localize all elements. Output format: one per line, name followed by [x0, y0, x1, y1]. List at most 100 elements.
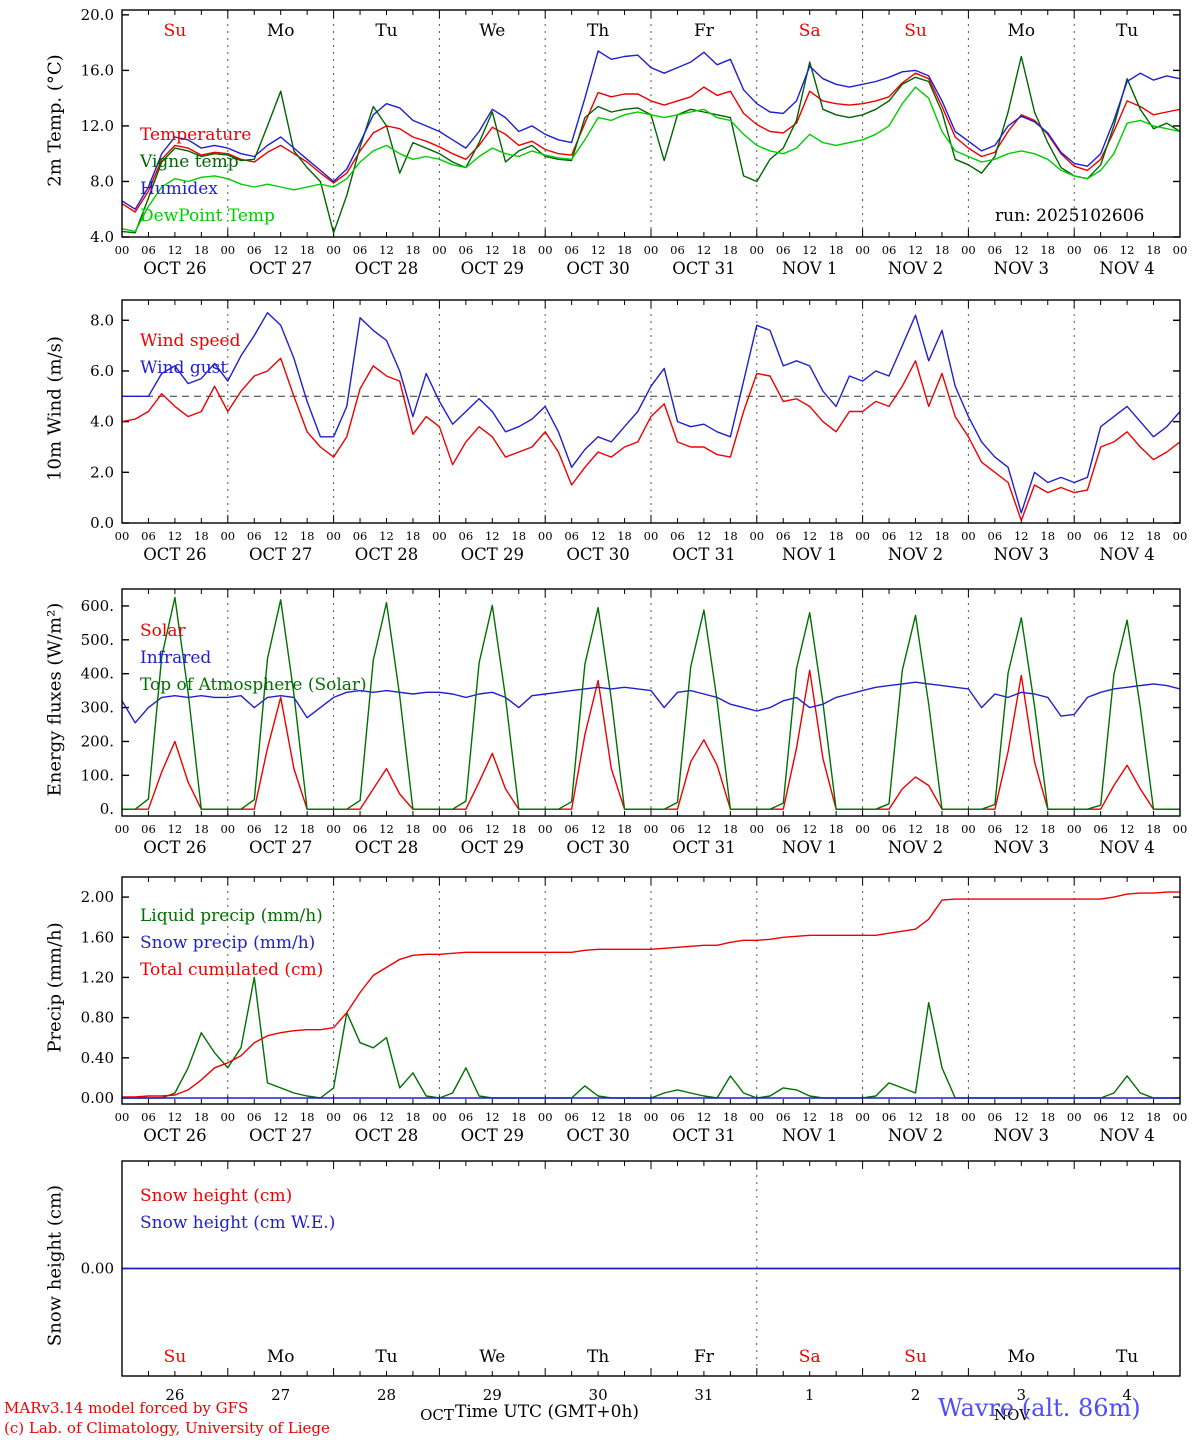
day-label: OCT 27 [249, 259, 312, 278]
y-tick-label: 6.0 [90, 362, 114, 380]
y-tick-label: 4.0 [90, 413, 114, 431]
hour-tick-label: 06 [1093, 243, 1108, 257]
hour-tick-label: 00 [855, 529, 870, 543]
hour-tick-label: 18 [723, 243, 738, 257]
hour-tick-label: 12 [485, 1110, 500, 1124]
hour-tick-label: 06 [776, 529, 791, 543]
hour-tick-label: 06 [459, 1110, 474, 1124]
legend-total-cumulated: Total cumulated (cm) [140, 960, 324, 980]
time-axis-caption: Time UTC (GMT+0h) [455, 1402, 640, 1422]
hour-tick-label: 18 [511, 243, 526, 257]
day-label: NOV 1 [782, 1126, 837, 1145]
hour-tick-label: 06 [988, 243, 1003, 257]
hour-tick-label: 12 [379, 529, 394, 543]
hour-tick-label: 12 [273, 529, 288, 543]
weekday-label: Mo [267, 21, 295, 41]
hour-tick-label: 12 [168, 1110, 183, 1124]
day-label: NOV 4 [1099, 1126, 1154, 1145]
hour-tick-label: 00 [115, 1110, 130, 1124]
hour-tick-label: 00 [1173, 529, 1188, 543]
weekday-label: Sa [799, 21, 821, 41]
hour-tick-label: 06 [776, 822, 791, 836]
hour-tick-label: 00 [432, 822, 447, 836]
day-label: OCT 28 [355, 545, 418, 564]
hour-tick-label: 00 [644, 822, 659, 836]
y-tick-label: 400. [81, 665, 114, 683]
hour-tick-label: 06 [670, 529, 685, 543]
hour-tick-label: 18 [935, 1110, 950, 1124]
date-label: 3 [1017, 1386, 1027, 1404]
weekday-label: Su [904, 21, 927, 41]
hour-tick-label: 06 [564, 1110, 579, 1124]
weekday-label: Sa [799, 1347, 821, 1367]
day-label: NOV 1 [782, 259, 837, 278]
day-label: OCT 29 [461, 1126, 524, 1145]
hour-tick-label: 00 [961, 529, 976, 543]
hour-tick-label: 12 [1014, 1110, 1029, 1124]
hour-tick-label: 12 [908, 822, 923, 836]
day-label: OCT 29 [461, 838, 524, 857]
hour-tick-label: 18 [1040, 822, 1055, 836]
hour-tick-label: 18 [723, 529, 738, 543]
panel-border [121, 9, 1181, 238]
legend-dewpoint-temp: DewPoint Temp [140, 206, 275, 226]
hour-tick-label: 18 [406, 529, 421, 543]
day-label: OCT 26 [143, 1126, 206, 1145]
hour-tick-label: 00 [1067, 243, 1082, 257]
date-label: 1 [805, 1386, 815, 1404]
hour-tick-label: 00 [220, 529, 235, 543]
day-label: OCT 29 [461, 545, 524, 564]
y-tick-label: 0.00 [81, 1089, 114, 1107]
legend-wind-gust: Wind gust [140, 358, 228, 378]
y-tick-label: 2.0 [90, 463, 114, 481]
hour-tick-label: 06 [353, 822, 368, 836]
day-label: OCT 30 [566, 545, 629, 564]
day-label: OCT 27 [249, 838, 312, 857]
hour-tick-label: 06 [670, 1110, 685, 1124]
hour-tick-label: 00 [538, 1110, 553, 1124]
hour-tick-label: 00 [432, 1110, 447, 1124]
hour-tick-label: 12 [802, 822, 817, 836]
hour-tick-label: 00 [115, 822, 130, 836]
hour-tick-label: 18 [935, 822, 950, 836]
hour-tick-label: 06 [141, 529, 156, 543]
wind-legend: Wind speed Wind gust [140, 328, 240, 382]
y-tick-label: 300. [81, 699, 114, 717]
series-infrared [121, 681, 1181, 724]
y-axis-label-energy: Energy fluxes (W/m²) [44, 602, 66, 797]
hour-tick-label: 12 [908, 243, 923, 257]
snow-legend: Snow height (cm) Snow height (cm W.E.) [140, 1183, 335, 1237]
hour-tick-label: 00 [326, 822, 341, 836]
weekday-label: Su [164, 1347, 187, 1367]
hour-tick-label: 12 [1120, 822, 1135, 836]
date-label: 26 [165, 1386, 184, 1404]
panel-border [121, 588, 1181, 817]
hour-tick-label: 12 [908, 1110, 923, 1124]
hour-tick-label: 12 [379, 1110, 394, 1124]
day-label: OCT 31 [672, 259, 735, 278]
weekday-label: Fr [694, 21, 715, 41]
y-axis-label-precip: Precip (mm/h) [44, 922, 66, 1053]
hour-tick-label: 12 [485, 243, 500, 257]
weekday-label: Mo [1007, 21, 1035, 41]
hour-tick-label: 06 [1093, 529, 1108, 543]
hour-tick-label: 12 [802, 529, 817, 543]
legend-infrared: Infrared [140, 648, 212, 668]
hour-tick-label: 12 [697, 822, 712, 836]
weekday-label: We [479, 1347, 505, 1367]
day-label: NOV 2 [888, 545, 943, 564]
hour-tick-label: 06 [1093, 1110, 1108, 1124]
legend-solar: Solar [140, 621, 186, 641]
day-label: OCT 28 [355, 838, 418, 857]
hour-tick-label: 18 [829, 529, 844, 543]
day-label: OCT 30 [566, 259, 629, 278]
panel-border [121, 299, 1181, 524]
hour-tick-label: 12 [802, 243, 817, 257]
y-tick-label: 0.0 [90, 514, 114, 532]
hour-tick-label: 00 [644, 1110, 659, 1124]
weekday-label: We [479, 21, 505, 41]
hour-tick-label: 18 [194, 822, 209, 836]
hour-tick-label: 12 [379, 243, 394, 257]
hour-tick-label: 12 [273, 243, 288, 257]
series-wind-speed [121, 357, 1181, 522]
